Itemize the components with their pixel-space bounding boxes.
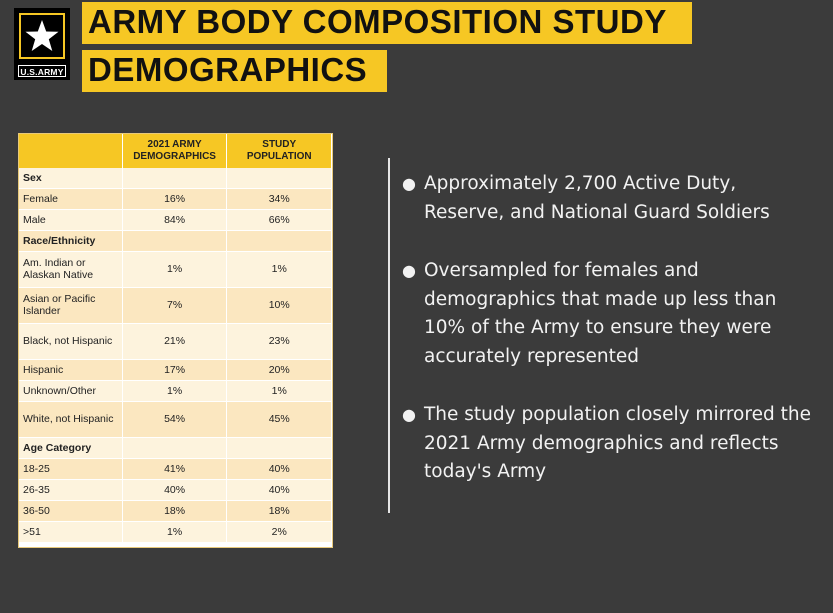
table-cell-study: 40% bbox=[226, 479, 332, 501]
table-row: 36-50 18% 18% bbox=[19, 500, 332, 522]
table-cell-study: 40% bbox=[226, 458, 332, 480]
table-cell-army bbox=[122, 437, 228, 459]
table-cell-army bbox=[122, 168, 228, 189]
table-cell-study: 1% bbox=[226, 380, 332, 402]
table-row: 18-25 41% 40% bbox=[19, 458, 332, 480]
table-cell-label: Race/Ethnicity bbox=[19, 230, 123, 252]
table-section-row: Age Category bbox=[19, 437, 332, 459]
table-cell-label: Hispanic bbox=[19, 359, 123, 381]
header-label bbox=[19, 134, 123, 168]
page-title-line-1: ARMY BODY COMPOSITION STUDY bbox=[82, 2, 692, 44]
header-army: 2021 ARMY DEMOGRAPHICS bbox=[122, 134, 228, 168]
table-cell-label: Male bbox=[19, 209, 123, 231]
table-cell-label: Sex bbox=[19, 168, 123, 189]
table-row: 26-35 40% 40% bbox=[19, 479, 332, 501]
table-cell-label: >51 bbox=[19, 521, 123, 543]
table-cell-army: 1% bbox=[122, 380, 228, 402]
table-cell-label: Unknown/Other bbox=[19, 380, 123, 402]
table-cell-army: 54% bbox=[122, 401, 228, 438]
table-cell-label: Black, not Hispanic bbox=[19, 323, 123, 360]
table-row: Unknown/Other 1% 1% bbox=[19, 380, 332, 402]
table-row: Black, not Hispanic 21% 23% bbox=[19, 323, 332, 360]
table-cell-label: 36-50 bbox=[19, 500, 123, 522]
table-row: Am. Indian or Alaskan Native 1% 1% bbox=[19, 251, 332, 288]
table-cell-study: 2% bbox=[226, 521, 332, 543]
table-cell-study: 45% bbox=[226, 401, 332, 438]
table-cell-study: 18% bbox=[226, 500, 332, 522]
logo-text: U.S.ARMY bbox=[18, 65, 66, 77]
table-row: Hispanic 17% 20% bbox=[19, 359, 332, 381]
bullet-dot-icon: ● bbox=[402, 261, 416, 280]
table-cell-study bbox=[226, 437, 332, 459]
table-cell-army bbox=[122, 230, 228, 252]
page-title-line-2: DEMOGRAPHICS bbox=[82, 50, 387, 92]
table-row: >51 1% 2% bbox=[19, 521, 332, 543]
table-row: White, not Hispanic 54% 45% bbox=[19, 401, 332, 438]
table-cell-army: 1% bbox=[122, 251, 228, 288]
table-cell-army: 18% bbox=[122, 500, 228, 522]
table-cell-army: 1% bbox=[122, 521, 228, 543]
table-cell-study bbox=[226, 230, 332, 252]
header-study: STUDY POPULATION bbox=[226, 134, 332, 168]
table-header-row: 2021 ARMY DEMOGRAPHICS STUDY POPULATION bbox=[19, 134, 332, 168]
table-cell-army: 41% bbox=[122, 458, 228, 480]
table-cell-army: 16% bbox=[122, 188, 228, 210]
table-cell-label: 26-35 bbox=[19, 479, 123, 501]
table-cell-study: 34% bbox=[226, 188, 332, 210]
star-icon bbox=[19, 13, 65, 59]
table-row: Male 84% 66% bbox=[19, 209, 332, 231]
table-cell-label: 18-25 bbox=[19, 458, 123, 480]
table-cell-study: 1% bbox=[226, 251, 332, 288]
bullet-text: Approximately 2,700 Active Duty, Reserve… bbox=[424, 173, 770, 223]
table-section-row: Sex bbox=[19, 168, 332, 189]
demographics-table: 2021 ARMY DEMOGRAPHICS STUDY POPULATION … bbox=[18, 133, 333, 548]
table-cell-study: 66% bbox=[226, 209, 332, 231]
table-cell-label: Asian or Pacific Islander bbox=[19, 287, 123, 324]
us-army-logo: U.S.ARMY bbox=[14, 8, 70, 80]
table-cell-label: Female bbox=[19, 188, 123, 210]
table-cell-army: 40% bbox=[122, 479, 228, 501]
bullet-list: ● Approximately 2,700 Active Duty, Reser… bbox=[402, 170, 822, 517]
bullet-dot-icon: ● bbox=[402, 174, 416, 193]
bullet-text: Oversampled for females and demographics… bbox=[424, 260, 777, 367]
bullet-item: ● Approximately 2,700 Active Duty, Reser… bbox=[402, 170, 822, 227]
table-row: Female 16% 34% bbox=[19, 188, 332, 210]
table-cell-study: 10% bbox=[226, 287, 332, 324]
table-cell-army: 84% bbox=[122, 209, 228, 231]
table-cell-study bbox=[226, 168, 332, 189]
bullet-dot-icon: ● bbox=[402, 405, 416, 424]
table-cell-label: Am. Indian or Alaskan Native bbox=[19, 251, 123, 288]
divider bbox=[388, 158, 390, 513]
table-cell-label: Age Category bbox=[19, 437, 123, 459]
table-cell-army: 17% bbox=[122, 359, 228, 381]
table-cell-army: 21% bbox=[122, 323, 228, 360]
bullet-item: ● The study population closely mirrored … bbox=[402, 401, 822, 487]
bullet-text: The study population closely mirrored th… bbox=[424, 404, 811, 482]
table-cell-study: 20% bbox=[226, 359, 332, 381]
table-row: Asian or Pacific Islander 7% 10% bbox=[19, 287, 332, 324]
table-cell-study: 23% bbox=[226, 323, 332, 360]
table-cell-army: 7% bbox=[122, 287, 228, 324]
table-section-row: Race/Ethnicity bbox=[19, 230, 332, 252]
bullet-item: ● Oversampled for females and demographi… bbox=[402, 257, 822, 371]
table-body: Sex Female 16% 34% Male 84% 66% Race/Ethnicity A… bbox=[19, 168, 332, 543]
table-cell-label: White, not Hispanic bbox=[19, 401, 123, 438]
